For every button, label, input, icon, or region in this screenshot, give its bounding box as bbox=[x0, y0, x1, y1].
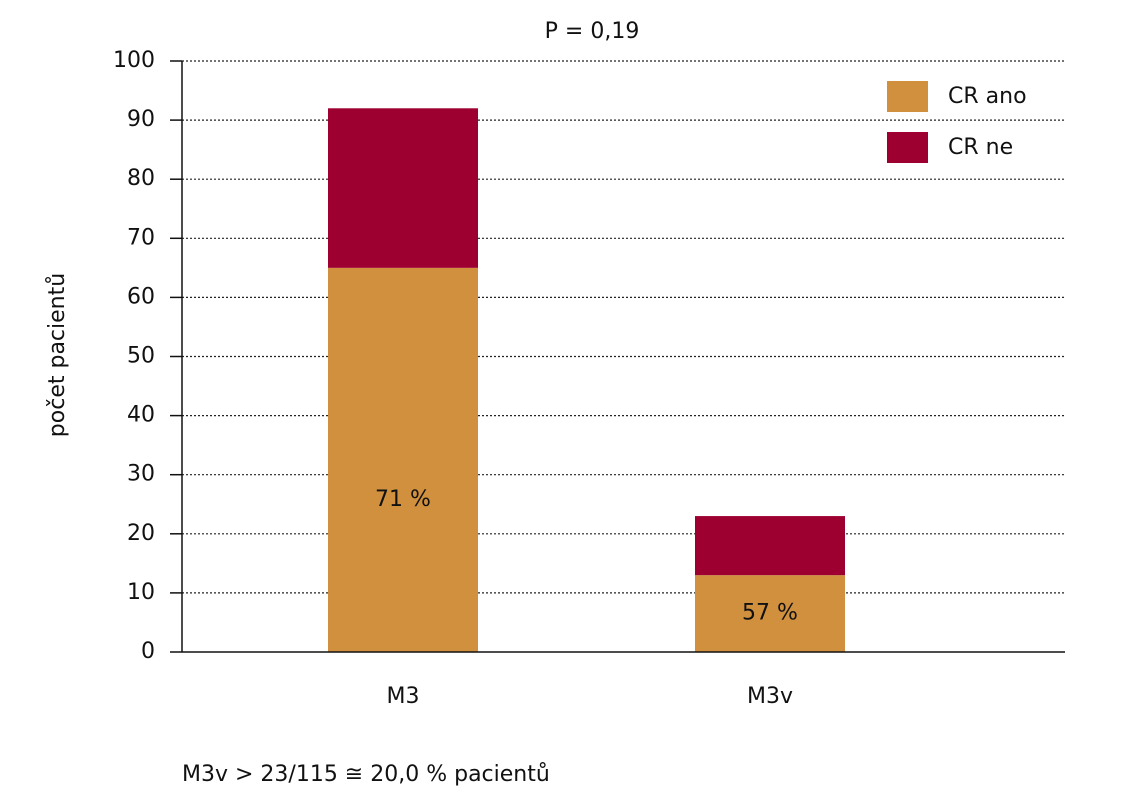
y-tick-label: 70 bbox=[127, 225, 155, 250]
y-axis-label: počet pacientů bbox=[45, 273, 70, 437]
bar-segment bbox=[328, 267, 478, 652]
bar-segment bbox=[695, 516, 845, 576]
y-tick-label: 90 bbox=[127, 107, 155, 132]
y-tick-label: 20 bbox=[127, 521, 155, 546]
y-tick-label: 100 bbox=[113, 48, 155, 73]
bar-segment bbox=[695, 575, 845, 652]
legend-swatch bbox=[887, 81, 928, 112]
legend-label: CR ano bbox=[948, 84, 1027, 109]
footnote: M3v > 23/115 ≅ 20,0 % pacientů bbox=[182, 762, 550, 787]
y-tick-label: 40 bbox=[127, 403, 155, 428]
annotation: 71 % bbox=[375, 487, 431, 512]
y-tick-label: 10 bbox=[127, 580, 155, 605]
y-tick-label: 50 bbox=[127, 344, 155, 369]
bar-segment bbox=[328, 108, 478, 268]
annotation: 57 % bbox=[742, 601, 798, 626]
chart-title: P = 0,19 bbox=[545, 19, 640, 44]
y-tick-label: 80 bbox=[127, 166, 155, 191]
y-tick-label: 30 bbox=[127, 462, 155, 487]
x-tick-label: M3 bbox=[387, 684, 420, 709]
legend-label: CR ne bbox=[948, 135, 1013, 160]
x-tick-label: M3v bbox=[747, 684, 793, 709]
y-tick-label: 0 bbox=[141, 639, 155, 664]
legend-swatch bbox=[887, 132, 928, 163]
y-tick-label: 60 bbox=[127, 284, 155, 309]
